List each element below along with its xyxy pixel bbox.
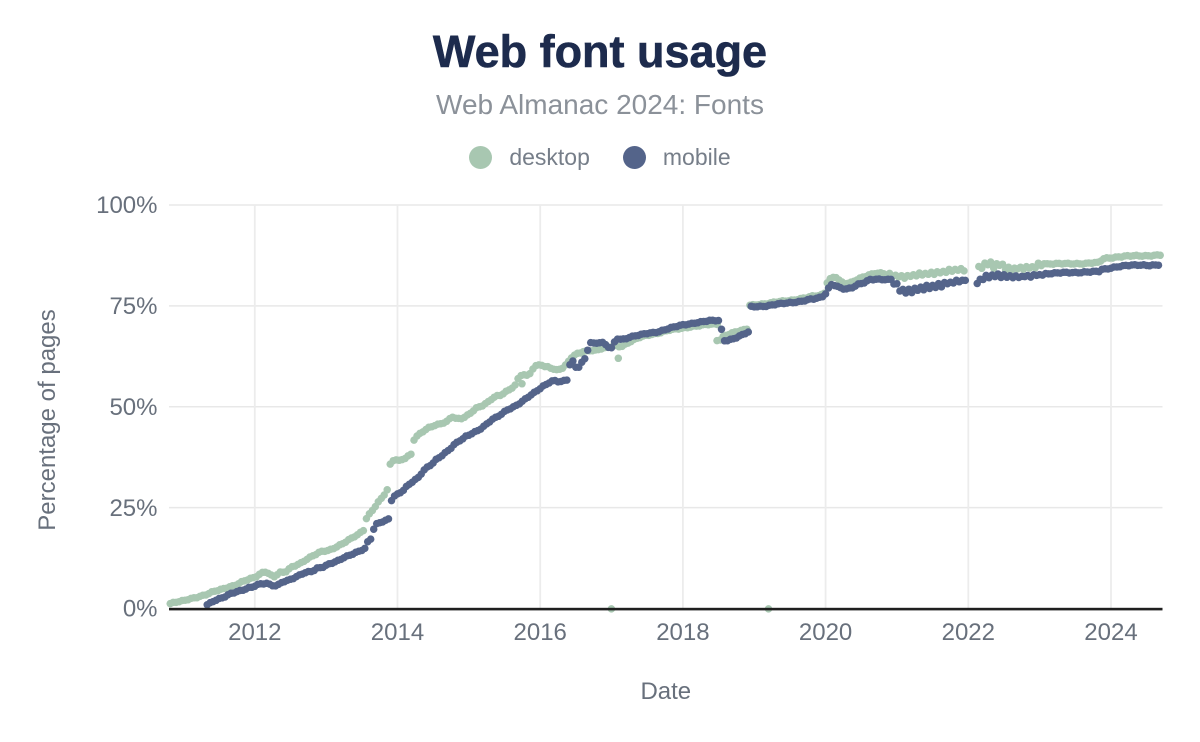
- svg-text:50%: 50%: [109, 394, 157, 421]
- svg-text:Date: Date: [640, 678, 691, 705]
- svg-text:2014: 2014: [371, 619, 424, 646]
- svg-text:2018: 2018: [656, 619, 709, 646]
- svg-text:2022: 2022: [942, 619, 995, 646]
- svg-text:2016: 2016: [514, 619, 567, 646]
- svg-text:100%: 100%: [96, 192, 157, 219]
- svg-text:2024: 2024: [1084, 619, 1137, 646]
- svg-text:75%: 75%: [109, 293, 157, 320]
- svg-text:0%: 0%: [123, 596, 158, 623]
- svg-text:2012: 2012: [228, 619, 281, 646]
- svg-text:25%: 25%: [109, 495, 157, 522]
- svg-text:2020: 2020: [799, 619, 852, 646]
- svg-text:Percentage of pages: Percentage of pages: [34, 309, 61, 531]
